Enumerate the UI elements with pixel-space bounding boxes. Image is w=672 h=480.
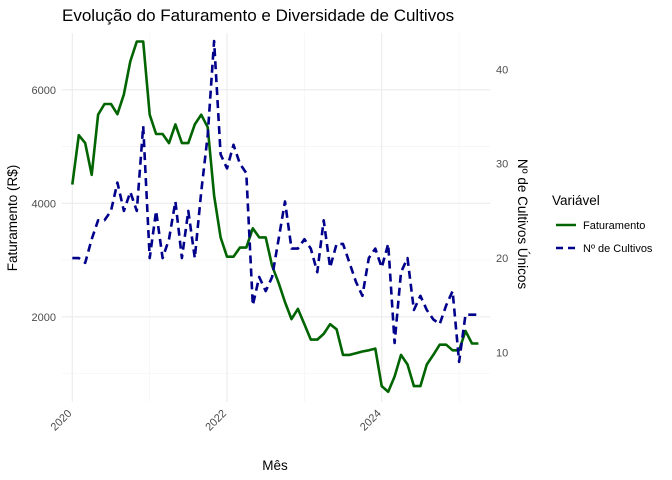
series-line-cultivos [72,39,479,364]
series-lines [71,39,479,394]
legend: Variável Faturamento Nº de Cultivos [552,193,653,255]
y2-axis-label: Nº de Cultivos Únicos [515,159,530,289]
x-tick-label: 2020 [49,408,75,434]
y2-tick-label: 20 [496,253,508,265]
series-line-faturamento [71,40,479,394]
axes: 2000 4000 6000 2020 2022 2024 10 20 30 40 [32,64,509,433]
grid [62,33,490,402]
y-axis-label: Faturamento (R$) [5,165,20,272]
y2-tick-label: 30 [496,159,508,171]
y-tick-label: 2000 [32,312,56,324]
x-tick-label: 2022 [203,408,229,434]
legend-title: Variável [552,193,600,208]
y-tick-label: 4000 [32,198,56,210]
legend-label-faturamento: Faturamento [583,220,645,232]
y2-tick-label: 10 [496,347,508,359]
chart-title: Evolução do Faturamento e Diversidade de… [62,6,454,25]
y-tick-label: 6000 [32,85,56,97]
x-axis-label: Mês [262,458,288,473]
x-tick-label: 2024 [358,408,384,434]
legend-label-cultivos: Nº de Cultivos [583,243,653,255]
y2-tick-label: 40 [496,64,508,76]
